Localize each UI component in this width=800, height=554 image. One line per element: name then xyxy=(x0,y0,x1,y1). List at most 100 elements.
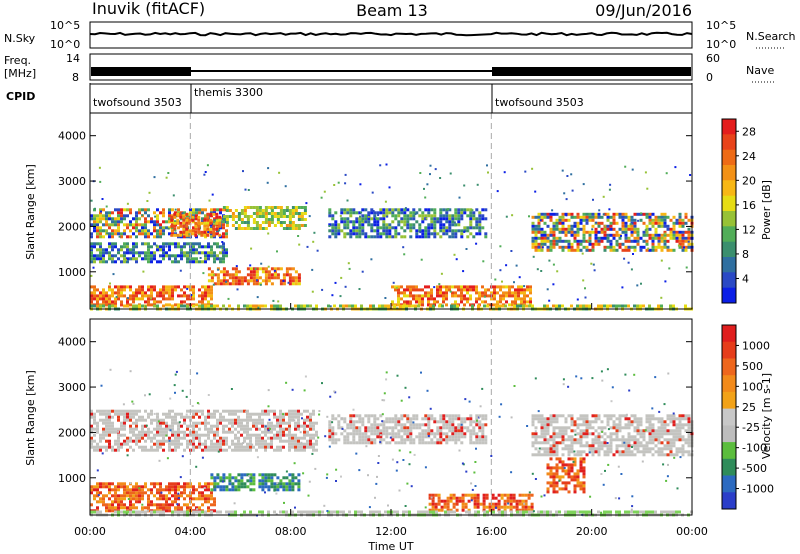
heatmap-cell-region-0 xyxy=(144,433,147,437)
heatmap-cell-region-0 xyxy=(288,415,291,419)
heatmap-cell-region-8 xyxy=(624,236,628,240)
heatmap-cell-region-6 xyxy=(412,223,416,227)
heatmap-cell-region-5 xyxy=(669,441,673,445)
heatmap-cell-region-5 xyxy=(273,276,277,280)
heatmap-cell-region-9 xyxy=(270,304,273,308)
heatmap-cell-region-2 xyxy=(267,221,271,224)
heatmap-cell-region-3 xyxy=(415,414,419,418)
heatmap-cell-region-8 xyxy=(567,242,571,246)
heatmap-cell-region-6 xyxy=(478,223,482,227)
heatmap-cell-region-0 xyxy=(117,217,120,221)
heatmap-cell-region-3 xyxy=(162,248,165,252)
heatmap-cell-region-3 xyxy=(412,417,416,421)
heatmap-cell-region-6 xyxy=(358,223,362,227)
heatmap-cell-region-8 xyxy=(561,239,565,243)
heatmap-cell-region-5 xyxy=(564,447,568,451)
heatmap-cell-region-5 xyxy=(648,447,652,451)
heatmap-cell-region-9 xyxy=(684,304,687,308)
heatmap-cell-region-2 xyxy=(222,476,226,480)
heatmap-cell-region-5 xyxy=(663,429,667,433)
heatmap-cell-region-3 xyxy=(355,426,359,430)
heatmap-cell-region-0 xyxy=(258,418,261,422)
heatmap-cell-region-5 xyxy=(672,435,676,439)
heatmap-cell-region-0 xyxy=(120,217,123,221)
heatmap-cell-region-4 xyxy=(165,303,168,307)
heatmap-cell-region-0 xyxy=(192,211,195,215)
heatmap-cell-region-4 xyxy=(512,505,516,509)
heatmap-cell-region-5 xyxy=(567,435,571,439)
heatmap-cell-region-5 xyxy=(285,267,289,271)
heatmap-cell-region-5 xyxy=(636,438,640,442)
heatmap-cell-region-5 xyxy=(237,279,241,283)
heatmap-cell-region-7 xyxy=(403,288,406,292)
heatmap-cell-region-7 xyxy=(463,303,466,307)
heatmap-cell-region-0 xyxy=(93,412,96,416)
heatmap-cell-region-1 xyxy=(209,227,213,231)
heatmap-cell-region-0 xyxy=(171,418,174,422)
heatmap-cell-region-5 xyxy=(555,432,559,436)
heatmap-cell-region-8 xyxy=(540,227,544,231)
heatmap-cell-region-4 xyxy=(446,499,450,503)
heatmap-cell-region-0 xyxy=(219,211,222,215)
heatmap-cell-region-5 xyxy=(570,441,574,445)
heatmap-cell-region-3 xyxy=(120,248,123,252)
heatmap-cell-region-5 xyxy=(288,282,292,286)
heatmap-scatter-cell xyxy=(329,305,332,308)
heatmap-cell-region-1 xyxy=(207,485,210,489)
heatmap-cell-region-4 xyxy=(144,294,147,298)
heatmap-cell-region-3 xyxy=(385,441,389,445)
heatmap-cell-region-5 xyxy=(642,453,646,457)
heatmap-cell-region-6 xyxy=(561,487,565,491)
heatmap-cell-region-3 xyxy=(451,429,455,433)
heatmap-cell-region-0 xyxy=(222,220,225,224)
heatmap-cell-region-6 xyxy=(337,226,341,230)
heatmap-cell-region-1 xyxy=(206,218,210,222)
heatmap-cell-region-3 xyxy=(457,423,461,427)
heatmap-cell-region-0 xyxy=(135,229,138,233)
heatmap-cell-region-5 xyxy=(684,441,688,445)
heatmap-cell-region-8 xyxy=(627,227,631,231)
heatmap-cell-region-0 xyxy=(126,412,129,416)
heatmap-cell-region-9 xyxy=(636,304,639,308)
heatmap-cell-region-9 xyxy=(582,304,585,308)
heatmap-cell-region-3 xyxy=(475,432,479,436)
heatmap-cell-region-2 xyxy=(264,485,268,489)
heatmap-cell-region-7 xyxy=(150,510,153,514)
heatmap-cell-region-1 xyxy=(201,497,204,501)
heatmap-cell-region-5 xyxy=(579,423,583,427)
heatmap-cell-region-8 xyxy=(531,230,535,234)
heatmap-cell-region-1 xyxy=(141,497,144,501)
heatmap-cell-region-8 xyxy=(537,221,541,225)
heatmap-cell-region-0 xyxy=(276,418,279,422)
heatmap-cell-region-3 xyxy=(463,426,467,430)
heatmap-cell-region-6 xyxy=(367,211,371,215)
heatmap-cell-region-6 xyxy=(454,217,458,221)
heatmap-cell-region-5 xyxy=(645,417,649,421)
heatmap-cell-region-6 xyxy=(349,220,353,224)
heatmap-cell-region-6 xyxy=(328,223,332,227)
heatmap-cell-region-9 xyxy=(273,304,276,308)
heatmap-cell-region-6 xyxy=(576,469,580,473)
heatmap-cell-region-5 xyxy=(264,276,268,280)
heatmap-cell-region-1 xyxy=(114,497,117,501)
heatmap-cell-region-5 xyxy=(222,276,226,280)
heatmap-cell-region-1 xyxy=(159,494,162,498)
heatmap-cell-region-0 xyxy=(186,424,189,428)
heatmap-cell-region-0 xyxy=(129,409,132,413)
heatmap-cell-region-3 xyxy=(463,435,467,439)
heatmap-cell-region-2 xyxy=(219,485,223,489)
heatmap-cell-region-9 xyxy=(276,304,279,308)
heatmap-cell-region-5 xyxy=(675,453,679,457)
heatmap-scatter-cell xyxy=(334,281,337,284)
heatmap-cell-region-2 xyxy=(237,488,241,492)
heatmap-cell-region-5 xyxy=(666,453,670,457)
heatmap-cell-region-7 xyxy=(484,300,487,304)
heatmap-cell-region-5 xyxy=(669,429,673,433)
heatmap-scatter-cell xyxy=(358,288,361,290)
heatmap-scatter-cell xyxy=(590,262,593,265)
heatmap-cell-region-4 xyxy=(437,493,441,497)
heatmap-cell-region-0 xyxy=(240,433,243,437)
heatmap-cell-region-0 xyxy=(114,223,117,227)
heatmap-cell-region-8 xyxy=(558,239,562,243)
heatmap-cell-region-6 xyxy=(409,211,413,215)
